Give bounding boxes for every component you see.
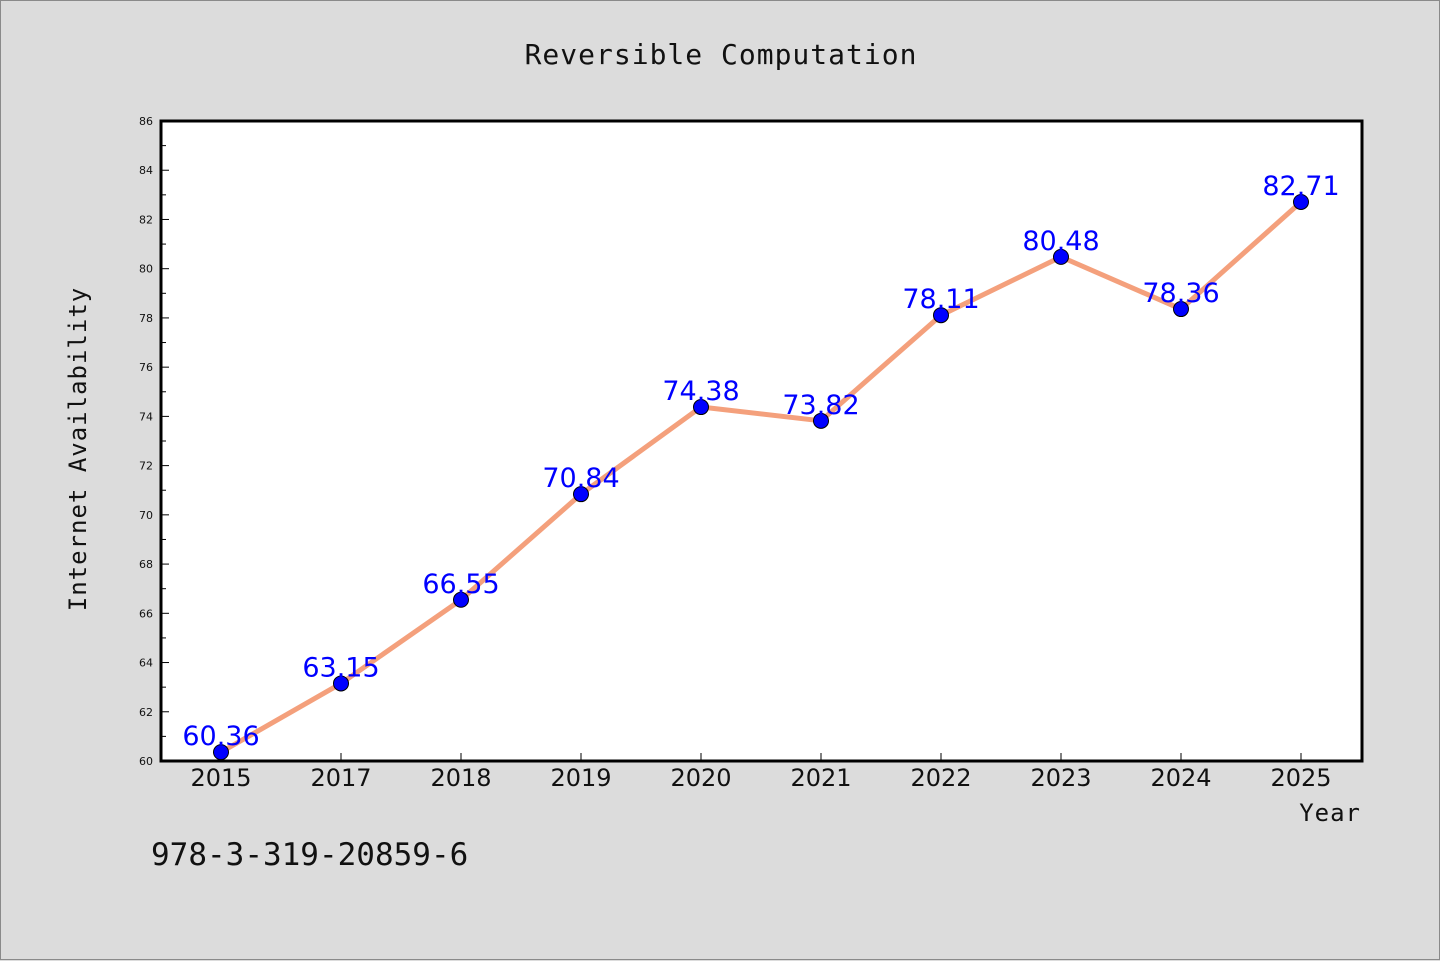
y-tick-label: 78 [139, 312, 153, 325]
axis-ticks: 60 62 64 66 68 70 72 74 76 78 80 82 84 86 2015 2017 2018… [139, 115, 1332, 792]
data-point-label: 82.71 [1262, 171, 1339, 202]
y-tick-label: 72 [139, 460, 153, 473]
y-tick-label: 82 [139, 213, 153, 226]
x-tick-label: 2024 [1150, 764, 1211, 792]
data-point-label: 78.36 [1142, 278, 1219, 309]
y-tick-label: 64 [139, 657, 153, 670]
data-point-marker [1173, 301, 1189, 318]
x-tick-label: 2021 [790, 764, 851, 792]
x-tick-label: 2015 [190, 764, 251, 792]
x-tick-label: 2019 [550, 764, 611, 792]
data-point-marker [933, 307, 949, 324]
data-point-marker [453, 591, 469, 608]
x-axis-label: Year [1299, 799, 1361, 827]
y-tick-label: 66 [139, 607, 153, 620]
series-line-layer [218, 199, 1304, 755]
isbn-caption: 978-3-319-20859-6 [151, 837, 468, 873]
data-point-marker [333, 675, 349, 692]
data-point-label: 60.36 [182, 721, 259, 752]
data-point-label: 74.38 [662, 376, 739, 407]
series-markers [213, 193, 1309, 761]
data-point-label: 78.11 [902, 284, 979, 315]
y-tick-label: 76 [139, 361, 153, 374]
data-point-label: 63.15 [302, 652, 379, 683]
y-tick-label: 86 [139, 115, 153, 128]
y-axis-label: Internet Availability [64, 287, 92, 611]
data-point-label: 73.82 [782, 390, 859, 421]
data-point-marker [813, 412, 829, 429]
y-tick-label: 80 [139, 263, 153, 276]
y-tick-label: 70 [139, 509, 153, 522]
data-point-marker [1053, 248, 1069, 265]
x-tick-label: 2018 [430, 764, 491, 792]
data-labels: 60.36 63.15 66.55 70.84 74.38 73.82 78.11 80.48… [182, 171, 1339, 752]
y-tick-label: 84 [139, 164, 153, 177]
data-point-label: 80.48 [1022, 226, 1099, 257]
data-point-label: 70.84 [542, 463, 619, 494]
x-tick-label: 2020 [670, 764, 731, 792]
chart-title: Reversible Computation [525, 38, 918, 71]
x-tick-label: 2022 [910, 764, 971, 792]
x-tick-label: 2025 [1270, 764, 1331, 792]
y-tick-label: 74 [139, 410, 153, 423]
data-point-label: 66.55 [422, 569, 499, 600]
x-tick-label: 2017 [310, 764, 371, 792]
data-point-marker [693, 399, 709, 416]
series-line [218, 199, 1304, 755]
data-point-marker [1293, 193, 1309, 210]
data-point-marker [573, 486, 589, 503]
y-tick-label: 62 [139, 706, 153, 719]
plot-area [159, 119, 1364, 763]
y-tick-label: 68 [139, 558, 153, 571]
data-point-marker [213, 744, 229, 761]
x-tick-label: 2023 [1030, 764, 1091, 792]
y-tick-label: 60 [139, 755, 153, 768]
